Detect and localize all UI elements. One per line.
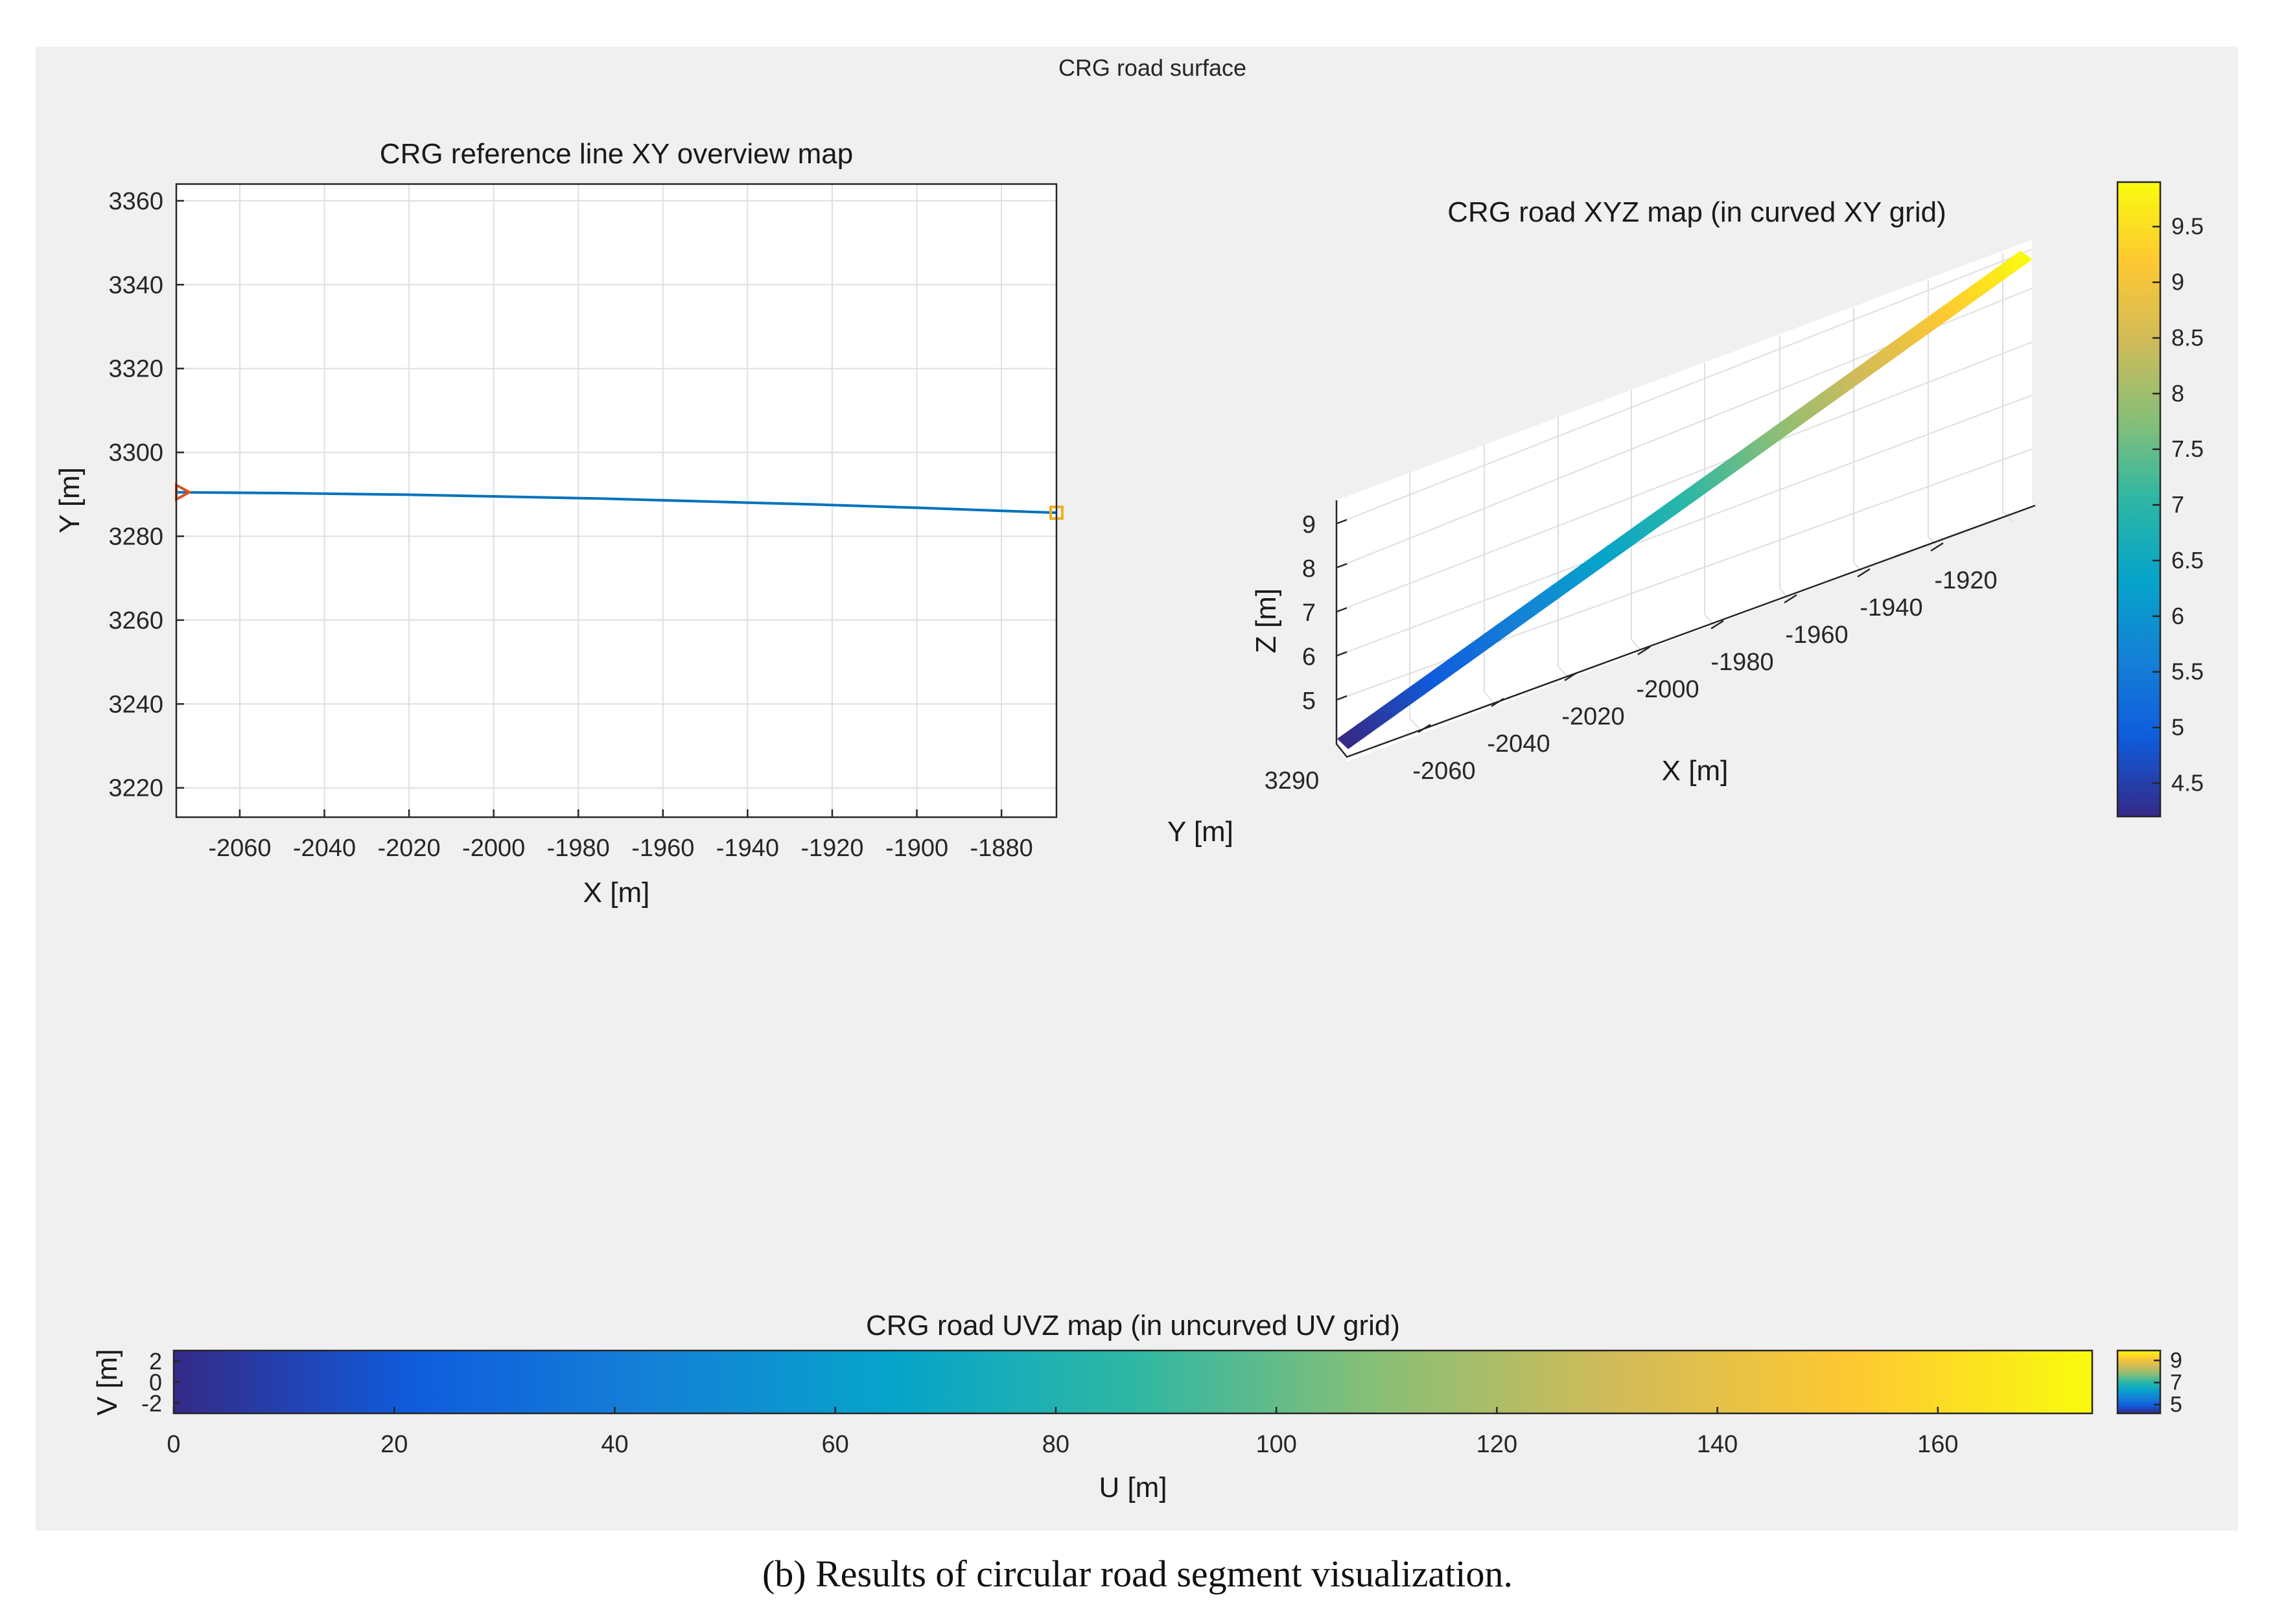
xy-x-tick-label: -1980 [547, 835, 610, 862]
xy-y-tick-label: 3240 [108, 691, 163, 718]
xyz-colorbar-tick-label: 9.5 [2171, 213, 2204, 240]
uvz-map-plot: 0 20 40 60 80 100 120 140 160-202 CRG road UVZ m… [91, 1310, 2094, 1503]
xyz-z-tick-label: 7 [1302, 599, 1316, 627]
xyz-axes-lines [1335, 500, 2036, 758]
uvz-x-tick-label: 160 [1917, 1431, 1958, 1458]
uvz-x-tick-label: 20 [380, 1431, 408, 1458]
uvz-colorbar-tick-label: 9 [2170, 1348, 2182, 1373]
xy-x-tick-label: -1920 [800, 835, 863, 862]
uvz-x-tick-label: 120 [1476, 1431, 1517, 1458]
uvz-x-tick-label: 100 [1255, 1431, 1296, 1458]
uvz-colorbar-ticks: 579 [2154, 1348, 2182, 1417]
xy-x-tick-label: -1880 [970, 835, 1033, 862]
xyz-3d-plot: -2060 -2040 -2020 -2000 -1980 -1960 -1940 -1920… [1167, 196, 2036, 848]
xyz-z-tick-label: 5 [1302, 688, 1316, 715]
xyz-colorbar-gradient [2118, 182, 2160, 817]
xyz-colorbar: 4.5 5 5.5 6 6.5 7 7.5 8 8.5 9 9.5 [2116, 181, 2204, 818]
xyz-x-tick-label: -2020 [1561, 703, 1624, 730]
uvz-plot-title: CRG road UVZ map (in uncurved UV grid) [866, 1310, 1400, 1341]
xyz-colorbar-tick-label: 8.5 [2171, 324, 2204, 351]
xy-x-tick-label: -2000 [462, 835, 525, 862]
xy-y-tick-label: 3320 [108, 356, 163, 383]
xyz-tick-labels: -2060 -2040 -2020 -2000 -1980 -1960 -1940 -1920… [1265, 511, 1998, 795]
xyz-colorbar-frame [2116, 181, 2162, 818]
xyz-colorbar-tick-label: 6.5 [2171, 547, 2204, 574]
uvz-y-tick-label: 2 [149, 1348, 162, 1375]
xyz-x-tick-label: -2060 [1412, 758, 1475, 785]
xy-x-tick-label: -1960 [631, 835, 694, 862]
xy-y-tick-label: 3360 [108, 188, 163, 215]
xyz-gridlines [1336, 249, 2033, 730]
xyz-colorbar-ticks: 4.5 5 5.5 6 6.5 7 7.5 8 8.5 9 9.5 [2152, 213, 2204, 796]
xy-axes-frame [175, 183, 1058, 818]
xy-x-tick-label: -2060 [208, 835, 271, 862]
uvz-x-tick-label: 140 [1697, 1431, 1738, 1458]
uvz-colorbar-tick-label: 7 [2170, 1370, 2182, 1395]
uvz-tick-labels: 0 20 40 60 80 100 120 140 160-202 [141, 1348, 1959, 1458]
xy-x-axis-label: X [m] [583, 877, 650, 909]
xyz-x-axis-label: X [m] [1662, 755, 1729, 787]
xy-tick-labels: -2060 -2040 -2020 -2000 -1980 -1960 -1940 -1920… [108, 188, 1032, 862]
xyz-colorbar-tick-label: 9 [2171, 269, 2184, 296]
xyz-x-tick-label: -2000 [1636, 676, 1699, 703]
xy-overview-plot: -2060 -2040 -2020 -2000 -1980 -1960 -1940 -1920… [54, 138, 1064, 909]
xyz-plot-title: CRG road XYZ map (in curved XY grid) [1447, 196, 1946, 228]
uvz-colorbar-tick-label: 5 [2170, 1392, 2182, 1417]
xy-y-tick-label: 3260 [108, 607, 163, 634]
xyz-colorbar-tick-label: 5.5 [2171, 658, 2204, 685]
xy-x-tick-label: -2040 [293, 835, 356, 862]
reference-line-series [176, 491, 1057, 515]
xyz-z-tick-label: 9 [1302, 511, 1316, 539]
xyz-x-tick-label: -1940 [1860, 594, 1922, 621]
xy-y-tick-label: 3340 [108, 272, 163, 299]
xy-y-tick-label: 3300 [108, 439, 163, 467]
xyz-x-tick-label: -1960 [1785, 621, 1848, 649]
uvz-x-axis-label: U [m] [1099, 1472, 1167, 1503]
xyz-x-tick-label: -1980 [1710, 649, 1773, 676]
xyz-z-tick-label: 8 [1302, 555, 1316, 583]
xy-y-tick-label: 3220 [108, 775, 163, 802]
xyz-colorbar-tick-label: 7 [2171, 491, 2184, 518]
uvz-y-axis-label: V [m] [91, 1349, 123, 1416]
xy-plot-area [176, 184, 1056, 817]
xy-x-tick-label: -2020 [377, 835, 440, 862]
xy-x-tick-label: -1900 [885, 835, 948, 862]
xy-plot-title: CRG reference line XY overview map [380, 138, 853, 170]
xyz-road-surface [1337, 251, 2033, 749]
uvz-x-tick-label: 80 [1042, 1431, 1069, 1458]
xyz-z-axis-label: Z [m] [1250, 588, 1282, 653]
uvz-x-tick-label: 40 [601, 1431, 628, 1458]
uvz-y-tick-label: -2 [141, 1390, 162, 1417]
xyz-x-tick-label: -2040 [1487, 730, 1550, 758]
xyz-colorbar-tick-label: 6 [2171, 603, 2184, 629]
xyz-colorbar-tick-label: 8 [2171, 380, 2184, 406]
xyz-colorbar-tick-label: 4.5 [2171, 769, 2204, 796]
xyz-colorbar-tick-label: 7.5 [2171, 435, 2204, 462]
uvz-y-tick-label: 0 [149, 1369, 162, 1396]
uvz-x-tick-label: 0 [167, 1431, 180, 1458]
xy-x-tick-label: -1940 [716, 835, 779, 862]
xyz-y-tick-label: 3290 [1265, 767, 1320, 795]
xyz-x-tick-label: -1920 [1934, 567, 1997, 594]
uvz-x-tick-label: 60 [822, 1431, 849, 1458]
xyz-z-tick-label: 6 [1302, 644, 1316, 671]
uvz-heatmap [174, 1351, 2092, 1413]
uvz-colorbar: 579 [2116, 1348, 2182, 1417]
xy-y-tick-label: 3280 [108, 523, 163, 550]
figure-window-title: CRG road surface [1058, 54, 1246, 81]
figure-caption: (b) Results of circular road segment vis… [762, 1553, 1513, 1595]
xy-y-axis-label: Y [m] [54, 467, 86, 533]
uvz-colorbar-gradient [2118, 1351, 2160, 1413]
xyz-colorbar-tick-label: 5 [2171, 714, 2184, 741]
xyz-y-axis-label: Y [m] [1167, 816, 1233, 848]
xyz-x-tick-marks [1336, 518, 1944, 734]
